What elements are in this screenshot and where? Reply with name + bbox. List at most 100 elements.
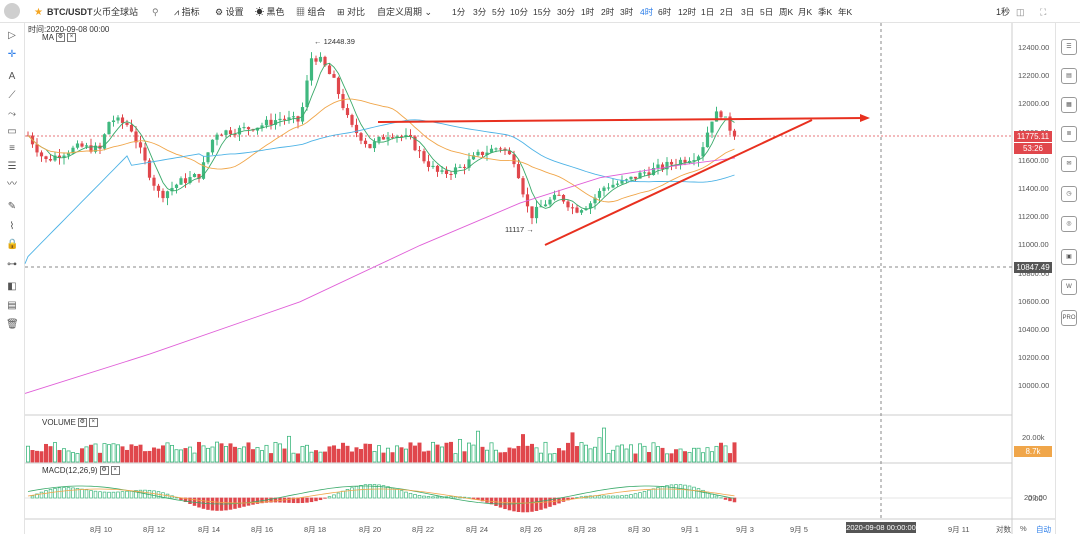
interval-13[interactable]: 2日 [720,5,733,19]
combo-button[interactable]: ▦ 组合 [296,5,326,19]
rectangle-icon[interactable]: ▭ [6,126,18,138]
search-icon[interactable]: ⚲ [152,5,159,19]
calendar-icon[interactable]: ▣ [1061,249,1077,265]
settings-button[interactable]: ⚙ 设置 [215,5,244,19]
measure-icon[interactable]: ⊶ [6,259,18,271]
interval-5[interactable]: 30分 [557,5,575,19]
fibonacci-icon[interactable]: ☰ [6,161,18,173]
interval-14[interactable]: 3日 [741,5,754,19]
candle-body [611,185,614,188]
trash-icon[interactable]: 🗑 [6,319,18,331]
pro-icon[interactable]: PRO [1061,310,1077,326]
interval-1[interactable]: 3分 [473,5,486,19]
percent-scale-toggle[interactable]: % [1020,524,1027,533]
symbol-name[interactable]: BTC/USDT [47,5,93,19]
time-tick: 8月 24 [466,524,488,535]
macd-histogram-bar [450,497,453,498]
indicators-button[interactable]: ⩘ 指标 [174,5,200,19]
macd-histogram-bar [702,490,705,498]
watchlist-icon[interactable]: ☰ [1061,39,1077,55]
volume-bar [44,444,47,462]
compass-icon[interactable]: ◎ [1061,216,1077,232]
volume-bar [427,451,430,462]
close-icon[interactable]: × [89,418,98,427]
candle-body [445,170,448,174]
interval-3[interactable]: 10分 [510,5,528,19]
details-icon[interactable]: ▤ [1061,68,1077,84]
current-price-tag: 11775.11 [1014,131,1052,142]
macd-histogram-bar [387,487,390,498]
interval-8[interactable]: 3时 [620,5,633,19]
interval-12[interactable]: 1日 [701,5,714,19]
auto-scale-toggle[interactable]: 自动 [1036,524,1051,535]
volume-bar [359,449,362,462]
volume-bar [40,452,43,462]
macd-histogram-bar [454,497,457,498]
w-icon[interactable]: W [1061,279,1077,295]
cursor-icon[interactable]: ▷ [6,30,18,42]
volume-bar [242,447,245,462]
interval-19[interactable]: 年K [838,5,852,19]
macd-histogram-bar [382,486,385,498]
volume-bar [395,446,398,462]
volume-bar [170,445,173,462]
custom-period-dropdown[interactable]: 自定义周期 ⌄ [377,5,432,19]
volume-bar [625,449,628,462]
camera-icon[interactable]: ◫ [1016,5,1025,19]
macd-histogram-bar [427,497,430,498]
volume-bar [116,445,119,462]
settings-icon[interactable]: ⚙ [78,418,87,427]
interval-6[interactable]: 1时 [581,5,594,19]
macd-histogram-bar [153,491,156,498]
volume-bar [179,450,182,462]
close-icon[interactable]: × [67,33,76,42]
candle-body [80,143,83,146]
alert-clock-icon[interactable]: ◷ [1061,186,1077,202]
wave-pattern-icon[interactable]: 〰 [6,179,18,191]
interval-11[interactable]: 12时 [678,5,696,19]
brush-icon[interactable]: ⌇ [6,221,18,233]
interval-15[interactable]: 5日 [760,5,773,19]
settings-icon[interactable]: ⚙ [56,33,65,42]
interval-9[interactable]: 4时 [640,5,653,19]
volume-legend: VOLUME⚙× [42,418,98,427]
news-icon[interactable]: ▦ [1061,97,1077,113]
candle-body [544,204,547,206]
macd-histogram-bar [265,498,268,502]
volume-bar [571,433,574,462]
ray-icon[interactable]: ⤳ [6,109,18,121]
close-icon[interactable]: × [111,466,120,475]
interval-7[interactable]: 2时 [601,5,614,19]
list-icon[interactable]: ≣ [1061,126,1077,142]
interval-18[interactable]: 季K [818,5,832,19]
fullscreen-icon[interactable]: ⛶ [1040,5,1046,19]
text-tool-icon[interactable]: A [6,71,18,83]
interval-17[interactable]: 月K [798,5,812,19]
candle-body [287,117,290,120]
parallel-channel-icon[interactable]: ≡ [6,143,18,155]
volume-bar [575,446,578,462]
macd-histogram-bar [585,496,588,498]
interval-10[interactable]: 6时 [658,5,671,19]
interval-16[interactable]: 周K [779,5,793,19]
interval-0[interactable]: 1分 [452,5,465,19]
trend-line-icon[interactable]: ⟋ [6,90,18,102]
favorite-star-icon[interactable]: ★ [34,5,43,19]
lock-icon[interactable]: 🔒 [6,239,18,251]
interval-4[interactable]: 15分 [533,5,551,19]
log-scale-toggle[interactable]: 对数 [996,524,1011,535]
crosshair-icon[interactable]: ✛ [6,49,18,61]
volume-bar [692,448,695,462]
magnet-icon[interactable]: ◧ [6,281,18,293]
pencil-icon[interactable]: ✎ [6,201,18,213]
exchange-name[interactable]: 火币全球站 [93,5,138,19]
volume-bar [337,449,340,462]
interval-seconds-button[interactable]: 1秒 [996,5,1010,19]
settings-icon[interactable]: ⚙ [100,466,109,475]
show-hide-icon[interactable]: ▤ [6,300,18,312]
interval-2[interactable]: 5分 [492,5,505,19]
chat-icon[interactable]: ✉ [1061,156,1077,172]
compare-button[interactable]: ⊞ 对比 [337,5,365,19]
theme-button[interactable]: ☀ 黑色 [255,5,285,19]
